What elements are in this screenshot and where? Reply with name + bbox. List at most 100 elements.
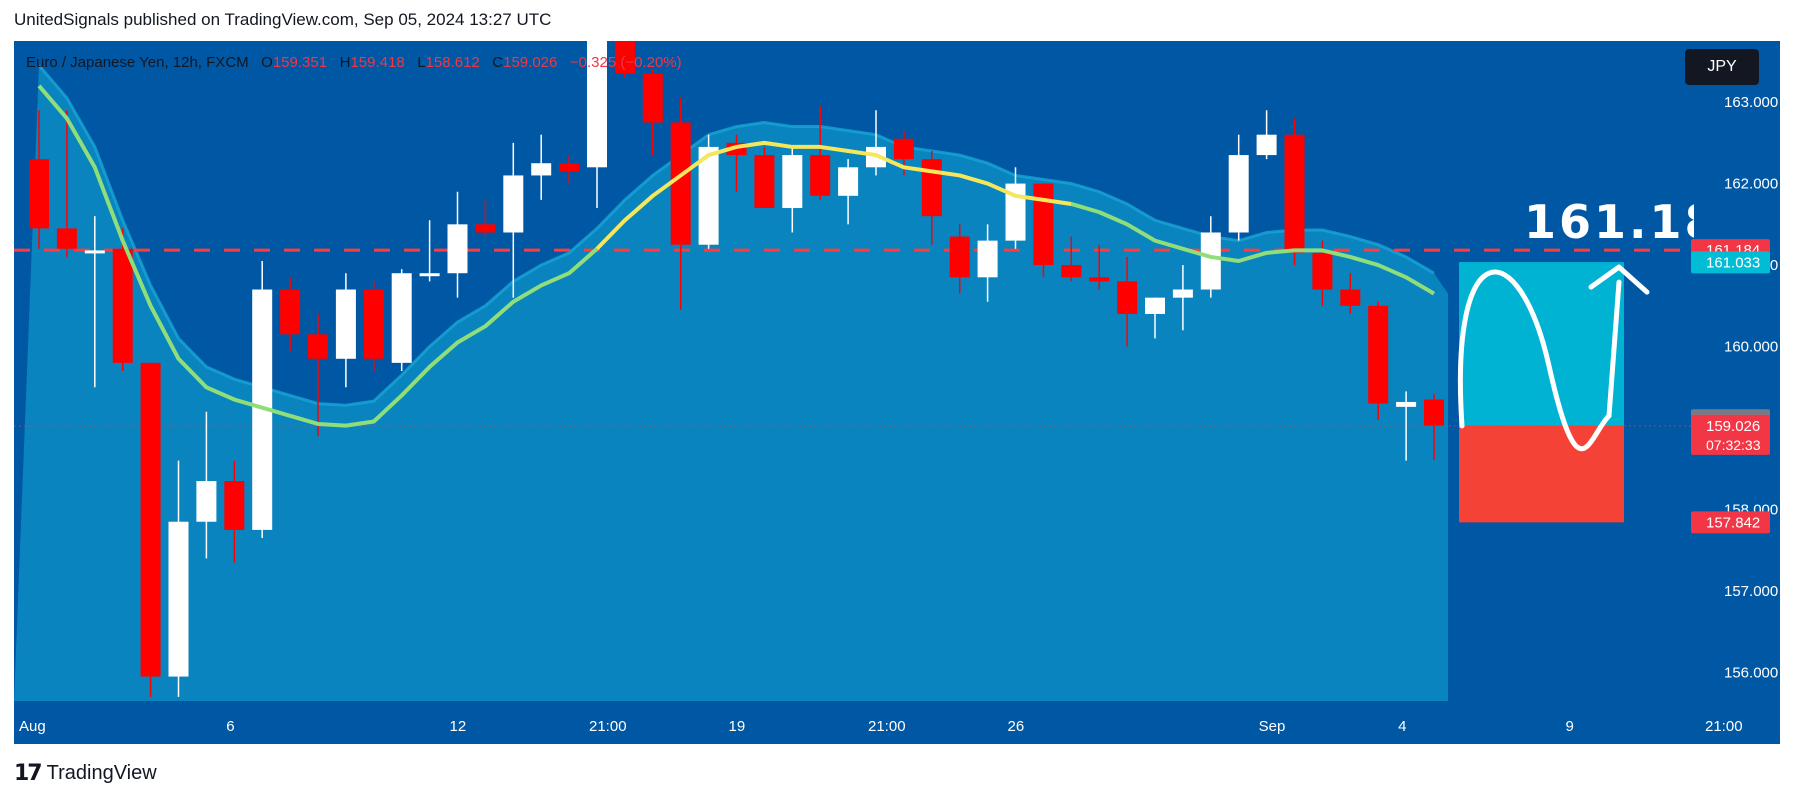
candle bbox=[447, 191, 468, 298]
candle bbox=[363, 281, 384, 371]
candle-body bbox=[1424, 399, 1444, 426]
candle bbox=[1424, 393, 1444, 460]
candle-body bbox=[419, 273, 440, 277]
x-tick-label: 6 bbox=[226, 718, 234, 735]
low-label: L bbox=[417, 54, 426, 71]
candle-body bbox=[196, 481, 217, 522]
price-tag-bg bbox=[1691, 511, 1770, 534]
candle bbox=[112, 228, 133, 371]
chart-frame[interactable]: 161.18163.000162.000161.000160.000158.00… bbox=[14, 41, 1780, 744]
candle bbox=[29, 110, 49, 249]
stop-zone-box bbox=[1459, 425, 1624, 523]
candle bbox=[642, 69, 663, 156]
x-tick-label: 12 bbox=[450, 718, 467, 735]
symbol-name: Euro / Japanese Yen, 12h, FXCM bbox=[26, 54, 249, 71]
candle-body bbox=[224, 481, 245, 530]
y-tick-label: 162.000 bbox=[1724, 176, 1778, 193]
candle bbox=[754, 146, 775, 209]
close-value: 159.026 bbox=[503, 54, 558, 71]
candle-body bbox=[949, 236, 970, 278]
countdown-label: 07:32:33 bbox=[1706, 437, 1761, 453]
candle-body bbox=[1340, 289, 1361, 306]
published-by-line: UnitedSignals published on TradingView.c… bbox=[14, 10, 552, 29]
candle-body bbox=[308, 334, 328, 359]
candle-body bbox=[1033, 183, 1054, 266]
candle-body bbox=[587, 41, 607, 168]
tradingview-logo[interactable]: 𝟭𝟳 TradingView bbox=[14, 760, 157, 786]
price-tag: 157.842 bbox=[1691, 511, 1770, 534]
candle-body bbox=[921, 159, 942, 217]
candle-body bbox=[1396, 401, 1417, 407]
candle bbox=[838, 159, 859, 225]
time-axis bbox=[14, 701, 1694, 744]
candle bbox=[614, 41, 635, 78]
candle bbox=[587, 41, 607, 209]
price-tag-label: 159.026 bbox=[1706, 418, 1760, 435]
shaded-area bbox=[14, 65, 1448, 701]
candle bbox=[308, 313, 328, 437]
x-tick-label: 19 bbox=[729, 718, 746, 735]
x-tick-label: 9 bbox=[1566, 718, 1574, 735]
price-tag-label: 157.842 bbox=[1706, 514, 1760, 531]
price-chart[interactable]: 161.18163.000162.000161.000160.000158.00… bbox=[14, 41, 1780, 744]
candle-body bbox=[1368, 305, 1389, 404]
candle-body bbox=[754, 155, 775, 209]
candle bbox=[531, 134, 552, 200]
candle-body bbox=[642, 73, 663, 123]
tradingview-logo-text: TradingView bbox=[46, 761, 157, 784]
candle bbox=[224, 460, 245, 563]
price-axis bbox=[1694, 41, 1780, 744]
candle-body bbox=[1284, 134, 1305, 253]
candle bbox=[670, 98, 691, 310]
candle bbox=[1256, 110, 1277, 160]
price-tag: 159.026 07:32:33 bbox=[1691, 414, 1770, 455]
candle-body bbox=[614, 41, 635, 74]
price-tag: 161.033 bbox=[1691, 251, 1770, 274]
candle bbox=[391, 269, 412, 371]
candle bbox=[1061, 236, 1082, 282]
candle bbox=[1396, 391, 1417, 461]
candle bbox=[1368, 301, 1389, 420]
candle-body bbox=[977, 240, 998, 278]
candle-body bbox=[140, 362, 161, 677]
candle-body bbox=[112, 248, 133, 363]
arrow-head bbox=[1588, 264, 1650, 295]
x-tick-label: Aug bbox=[19, 718, 46, 735]
currency-badge[interactable]: JPY bbox=[1685, 49, 1759, 85]
ma-line-green bbox=[37, 84, 599, 428]
candle bbox=[84, 216, 105, 388]
open-label: O bbox=[261, 54, 273, 71]
candle-body bbox=[698, 146, 719, 245]
candle-body bbox=[503, 175, 524, 233]
candle-body bbox=[363, 289, 384, 359]
candle bbox=[419, 220, 440, 282]
candle bbox=[1089, 244, 1110, 290]
price-tag-bg bbox=[1691, 414, 1770, 455]
candle-body bbox=[1228, 155, 1249, 233]
candle bbox=[168, 460, 189, 697]
change-value: −0.325 (−0.20%) bbox=[569, 54, 682, 71]
close-label: C bbox=[492, 54, 504, 71]
candle bbox=[1145, 297, 1165, 339]
candle-body bbox=[280, 289, 301, 335]
candle-body bbox=[1200, 232, 1221, 290]
candle-body bbox=[1089, 277, 1110, 282]
candle-body bbox=[1061, 265, 1082, 278]
candle bbox=[56, 110, 77, 257]
candle bbox=[475, 199, 496, 237]
symbol-legend: Euro / Japanese Yen, 12h, FXCM O159.351 … bbox=[26, 54, 682, 71]
candle-body bbox=[56, 228, 77, 249]
candle-body bbox=[1312, 252, 1333, 290]
candle-body bbox=[1117, 281, 1138, 314]
candle bbox=[810, 106, 831, 200]
candle-body bbox=[168, 521, 189, 677]
candle bbox=[335, 273, 356, 388]
low-value: 158.612 bbox=[425, 54, 480, 71]
candle-body bbox=[810, 155, 831, 196]
candle bbox=[196, 411, 217, 559]
x-tick-label: 26 bbox=[1008, 718, 1025, 735]
candle bbox=[1340, 273, 1361, 314]
candle bbox=[503, 142, 524, 298]
candle bbox=[949, 224, 970, 294]
candle-body bbox=[782, 155, 803, 209]
